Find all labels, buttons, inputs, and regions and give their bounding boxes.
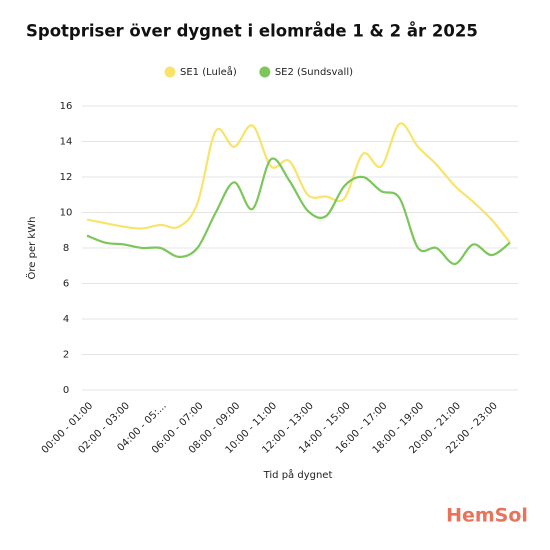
series-line: [86, 157, 511, 266]
y-tick-label: 16: [60, 101, 73, 112]
x-axis-label: Tid på dygnet: [263, 468, 333, 481]
y-tick-label: 14: [60, 137, 73, 148]
logo: HemSol: [446, 505, 528, 527]
chart-title: Spotpriser över dygnet i elområde 1 & 2 …: [26, 22, 478, 41]
y-tick-label: 2: [63, 350, 69, 361]
y-tick-label: 4: [63, 314, 69, 325]
legend-marker: [164, 66, 176, 78]
legend-marker: [259, 66, 271, 78]
y-tick-label: 10: [60, 208, 73, 219]
y-tick-label: 6: [63, 279, 69, 290]
series-line: [86, 122, 511, 244]
legend-label: SE2 (Sundsvall): [275, 67, 353, 78]
y-tick-label: 12: [60, 172, 73, 183]
y-tick-label: 0: [63, 385, 69, 396]
legend-label: SE1 (Luleå): [180, 65, 237, 78]
y-tick-label: 8: [63, 243, 69, 254]
y-axis-label: Öre per kWh: [25, 217, 38, 280]
